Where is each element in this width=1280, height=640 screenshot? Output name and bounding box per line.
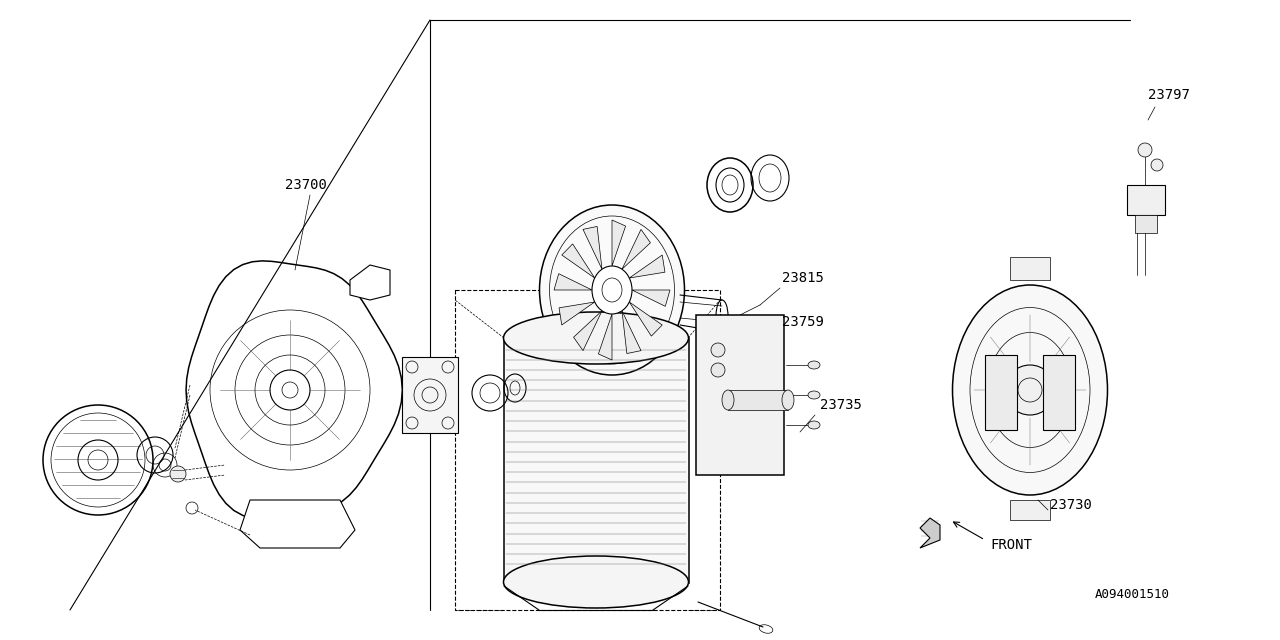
- Text: 23730: 23730: [1050, 498, 1092, 512]
- Ellipse shape: [808, 361, 820, 369]
- Circle shape: [1138, 143, 1152, 157]
- Circle shape: [710, 343, 724, 357]
- Polygon shape: [241, 500, 355, 548]
- Bar: [696, 315, 785, 475]
- Polygon shape: [632, 290, 669, 307]
- Ellipse shape: [952, 285, 1107, 495]
- Ellipse shape: [503, 312, 689, 364]
- Polygon shape: [920, 518, 940, 548]
- Text: FRONT: FRONT: [989, 538, 1032, 552]
- Polygon shape: [612, 220, 626, 266]
- Bar: [1043, 355, 1075, 430]
- Polygon shape: [622, 311, 641, 353]
- Text: 23700: 23700: [285, 178, 326, 192]
- Ellipse shape: [722, 390, 733, 410]
- Text: 23815: 23815: [782, 271, 824, 285]
- Bar: [986, 355, 1018, 430]
- Text: 23797: 23797: [1148, 88, 1190, 102]
- Polygon shape: [559, 302, 595, 325]
- Bar: [454, 290, 719, 610]
- Ellipse shape: [539, 205, 685, 375]
- Polygon shape: [582, 227, 602, 269]
- Polygon shape: [598, 314, 612, 360]
- Bar: [402, 357, 458, 433]
- Polygon shape: [1010, 257, 1050, 280]
- Bar: [1126, 185, 1165, 215]
- Circle shape: [710, 363, 724, 377]
- Circle shape: [170, 466, 186, 482]
- Polygon shape: [630, 255, 664, 278]
- Text: A094001510: A094001510: [1094, 589, 1170, 602]
- Bar: [1135, 215, 1157, 233]
- Ellipse shape: [503, 556, 689, 608]
- Polygon shape: [1010, 500, 1050, 520]
- Polygon shape: [554, 274, 593, 290]
- Text: 23735: 23735: [820, 398, 861, 412]
- Polygon shape: [186, 261, 402, 519]
- Ellipse shape: [593, 266, 632, 314]
- Bar: [728, 390, 788, 410]
- Polygon shape: [562, 244, 595, 278]
- Bar: [504, 338, 689, 583]
- Circle shape: [1151, 159, 1164, 171]
- Polygon shape: [349, 265, 390, 300]
- Ellipse shape: [808, 391, 820, 399]
- Polygon shape: [622, 229, 650, 269]
- Ellipse shape: [782, 390, 794, 410]
- Text: 23759: 23759: [782, 315, 824, 329]
- Circle shape: [1005, 365, 1055, 415]
- Polygon shape: [573, 311, 602, 351]
- Ellipse shape: [808, 421, 820, 429]
- Polygon shape: [630, 302, 662, 336]
